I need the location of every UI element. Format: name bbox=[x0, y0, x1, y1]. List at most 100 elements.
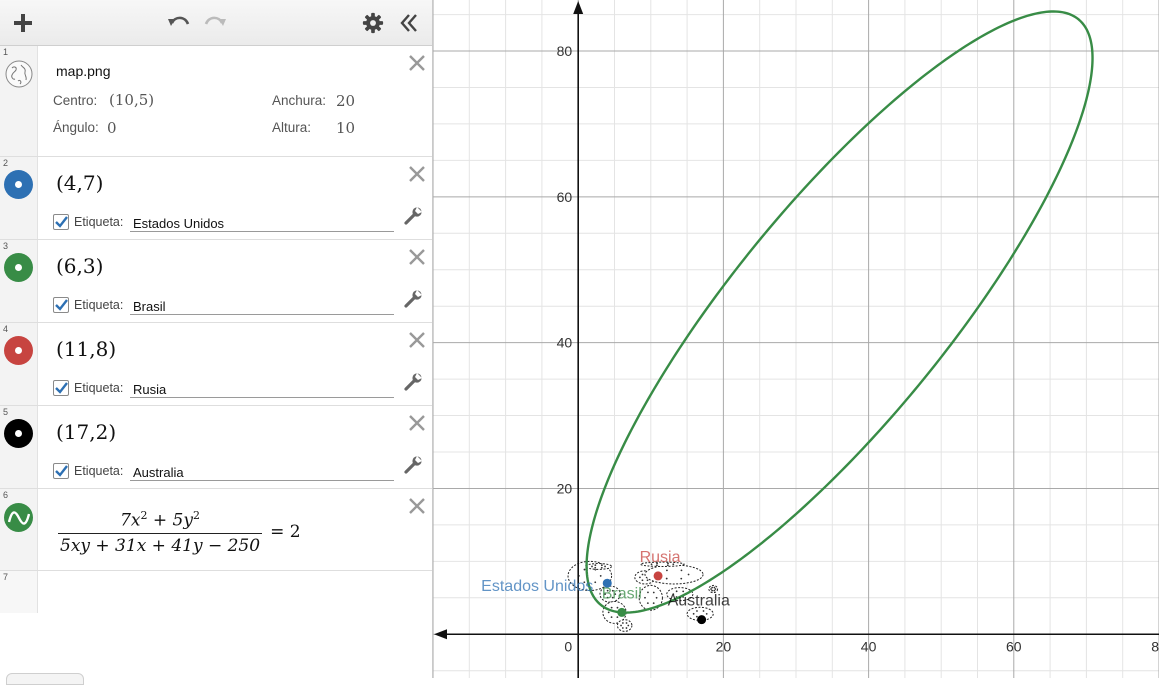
image-globe-icon[interactable] bbox=[4, 59, 34, 89]
map-landmass bbox=[616, 619, 633, 632]
expression-empty[interactable]: 7 bbox=[0, 571, 432, 613]
point-coordinates[interactable]: (6,3) bbox=[56, 254, 104, 278]
map-speck bbox=[711, 589, 714, 592]
point-color-icon[interactable] bbox=[4, 253, 33, 282]
image-center-label: Centro: bbox=[53, 93, 98, 108]
map-speck bbox=[594, 581, 597, 584]
map-speck bbox=[600, 564, 603, 567]
panel-bottom-tab[interactable] bbox=[6, 673, 84, 685]
expression-index: 4 bbox=[3, 324, 9, 334]
point-label: Australia bbox=[668, 593, 730, 610]
graph-point bbox=[617, 607, 627, 617]
settings-button[interactable] bbox=[360, 10, 386, 36]
expression-equation[interactable]: 6 7x2 + 5y2 5xy + 31x + 41y − 250 = 2 bbox=[0, 489, 432, 571]
point-dot-icon bbox=[15, 347, 22, 354]
expression-index: 7 bbox=[3, 572, 9, 582]
map-landmass bbox=[584, 563, 613, 570]
map-speck bbox=[710, 588, 712, 590]
point-coordinates[interactable]: (4,7) bbox=[56, 171, 104, 195]
label-checkbox[interactable] bbox=[53, 463, 69, 479]
label-input[interactable] bbox=[130, 378, 394, 398]
graph-canvas[interactable]: 20 40 60 80 20 40 60 80 0 Estados Unidos Brasil Ru… bbox=[433, 0, 1159, 678]
map-speck bbox=[583, 581, 586, 584]
expression-point[interactable]: 2 (4,7) Etiqueta: bbox=[0, 157, 432, 240]
image-height-value[interactable]: 10 bbox=[336, 119, 356, 137]
delete-expression-icon[interactable] bbox=[408, 165, 426, 183]
point-coordinates[interactable]: (11,8) bbox=[56, 337, 117, 361]
expression-point[interactable]: 5 (17,2) Etiqueta: bbox=[0, 406, 432, 489]
label-checkbox[interactable] bbox=[53, 214, 69, 230]
map-speck bbox=[667, 562, 669, 565]
delete-expression-icon[interactable] bbox=[408, 248, 426, 266]
x-tick-label: 60 bbox=[1006, 638, 1022, 654]
map-speck bbox=[594, 564, 597, 567]
point-color-icon[interactable] bbox=[4, 419, 33, 448]
expression-point[interactable]: 3 (6,3) Etiqueta: bbox=[0, 240, 432, 323]
point-label: Brasil bbox=[602, 585, 642, 602]
collapse-panel-button[interactable] bbox=[396, 10, 422, 36]
map-speck bbox=[680, 577, 683, 580]
add-expression-button[interactable] bbox=[10, 10, 36, 36]
expression-image[interactable]: 1 map.png Centro: (10,5) Anchura: 20 Áng… bbox=[0, 46, 432, 157]
graph-svg[interactable]: 20 40 60 80 20 40 60 80 0 Estados Unidos Brasil Ru… bbox=[433, 0, 1159, 678]
map-speck bbox=[702, 610, 705, 612]
wrench-icon[interactable] bbox=[403, 206, 423, 226]
image-angle-label: Ángulo: bbox=[53, 120, 99, 135]
image-title: map.png bbox=[56, 63, 111, 79]
map-landmass bbox=[644, 564, 704, 585]
point-color-icon[interactable] bbox=[4, 170, 33, 199]
map-landmass bbox=[640, 561, 685, 567]
curve-color-icon[interactable] bbox=[4, 503, 33, 532]
image-center-value[interactable]: (10,5) bbox=[109, 91, 155, 109]
delete-expression-icon[interactable] bbox=[408, 414, 426, 432]
label-input[interactable] bbox=[130, 295, 394, 315]
equation-formula[interactable]: 7x2 + 5y2 5xy + 31x + 41y − 250 = 2 bbox=[58, 509, 301, 556]
undo-icon bbox=[168, 16, 190, 26]
ellipse-curve[interactable] bbox=[585, 10, 1094, 614]
image-width-value[interactable]: 20 bbox=[336, 92, 356, 110]
wrench-icon[interactable] bbox=[403, 289, 423, 309]
label-caption: Etiqueta: bbox=[74, 464, 124, 478]
map-speck bbox=[675, 590, 678, 593]
expression-index: 6 bbox=[3, 490, 9, 500]
map-speck bbox=[644, 596, 646, 599]
label-caption: Etiqueta: bbox=[74, 215, 124, 229]
map-speck bbox=[641, 573, 644, 576]
label-checkbox[interactable] bbox=[53, 380, 69, 396]
map-speck bbox=[680, 569, 683, 572]
wrench-icon[interactable] bbox=[403, 455, 423, 475]
point-color-icon[interactable] bbox=[4, 336, 33, 365]
map-speck bbox=[656, 562, 658, 565]
checkmark-icon bbox=[55, 465, 68, 477]
image-angle-value[interactable]: 0 bbox=[107, 119, 117, 137]
expression-gutter: 5 bbox=[0, 406, 38, 488]
expression-gutter: 1 bbox=[0, 46, 38, 156]
point-coordinates[interactable]: (17,2) bbox=[56, 420, 117, 444]
label-input[interactable] bbox=[130, 461, 394, 481]
axes bbox=[434, 1, 1159, 678]
image-height-label: Altura: bbox=[272, 120, 312, 135]
map-speck bbox=[646, 579, 649, 582]
graph-point bbox=[653, 571, 663, 581]
delete-expression-icon[interactable] bbox=[408, 331, 426, 349]
fraction: 7x2 + 5y2 5xy + 31x + 41y − 250 bbox=[58, 509, 263, 556]
map-speck bbox=[695, 615, 698, 618]
label-checkbox[interactable] bbox=[53, 297, 69, 313]
map-speck bbox=[583, 568, 586, 571]
expression-point[interactable]: 4 (11,8) Etiqueta: bbox=[0, 323, 432, 406]
wrench-icon[interactable] bbox=[403, 372, 423, 392]
label-input[interactable] bbox=[130, 212, 394, 232]
map-speck bbox=[652, 602, 655, 605]
delete-expression-icon[interactable] bbox=[408, 497, 426, 515]
checkmark-icon bbox=[55, 216, 68, 228]
undo-button[interactable] bbox=[166, 10, 192, 36]
delete-expression-icon[interactable] bbox=[408, 54, 426, 72]
fraction-denominator: 5xy + 31x + 41y − 250 bbox=[58, 532, 263, 556]
label-row: Etiqueta: bbox=[53, 461, 394, 483]
map-speck bbox=[714, 588, 717, 590]
redo-button[interactable] bbox=[202, 10, 228, 36]
map-speck bbox=[639, 576, 641, 579]
label-row: Etiqueta: bbox=[53, 212, 394, 234]
checkmark-icon bbox=[55, 382, 68, 394]
expression-gutter: 3 bbox=[0, 240, 38, 322]
